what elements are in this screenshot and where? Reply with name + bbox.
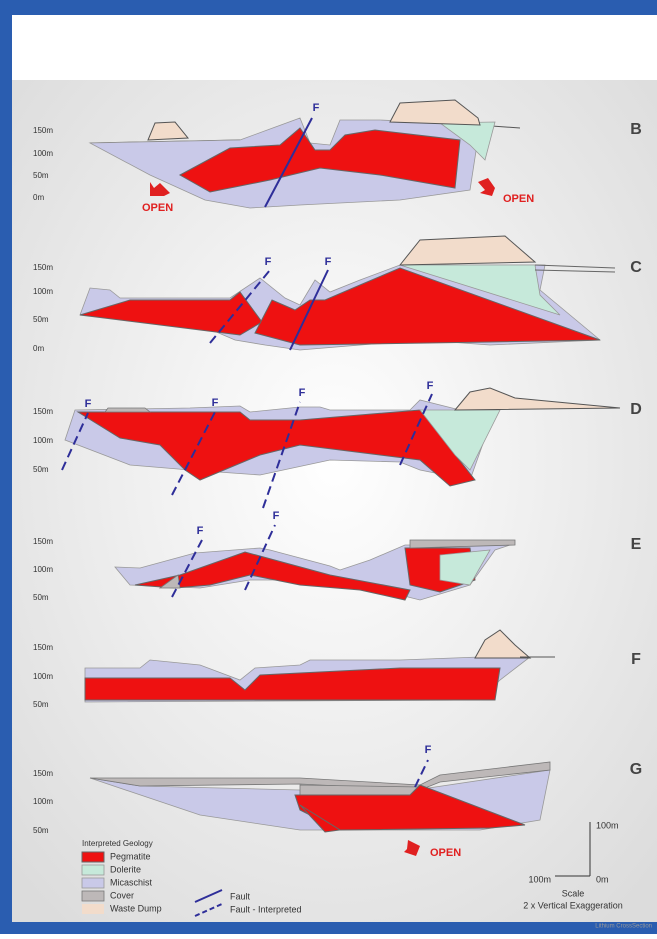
section-letter: F — [631, 651, 641, 668]
section-letter: E — [631, 536, 642, 553]
depth-label: 100m — [33, 565, 53, 574]
depth-label: 150m — [33, 643, 53, 652]
scale-label: 100m — [528, 874, 551, 884]
fault-label: F — [325, 256, 332, 268]
fault-label: F — [212, 397, 219, 409]
legend-fault: Fault — [230, 891, 251, 901]
fault-label: F — [313, 102, 320, 114]
depth-label: 50m — [33, 465, 49, 474]
legend-fault: Fault - Interpreted — [230, 904, 302, 914]
depth-label: 150m — [33, 537, 53, 546]
depth-label: 50m — [33, 315, 49, 324]
diagram: B 150m 100m 50m 0m F OPEN OPEN C 150m 100m 50m 0m F F D… — [0, 0, 657, 934]
legend-item: Pegmatite — [110, 851, 151, 861]
fault-label: F — [85, 398, 92, 410]
scale-note: 2 x Vertical Exaggeration — [523, 900, 623, 910]
depth-label: 150m — [33, 263, 53, 272]
fault-label: F — [299, 387, 306, 399]
depth-label: 100m — [33, 797, 53, 806]
legend-item: Waste Dump — [110, 903, 162, 913]
depth-label: 100m — [33, 149, 53, 158]
depth-label: 50m — [33, 593, 49, 602]
legend-title: Interpreted Geology — [82, 839, 153, 848]
depth-label: 150m — [33, 769, 53, 778]
page: B 150m 100m 50m 0m F OPEN OPEN C 150m 100m 50m 0m F F D… — [0, 0, 657, 934]
depth-label: 0m — [33, 344, 44, 353]
scale-label: 0m — [596, 874, 609, 884]
fault-label: F — [273, 510, 280, 522]
section-letter: B — [630, 121, 642, 138]
depth-label: 0m — [33, 193, 44, 202]
depth-label: 150m — [33, 126, 53, 135]
footer: Lithium CrossSection — [595, 924, 652, 930]
depth-label: 100m — [33, 672, 53, 681]
depth-label: 50m — [33, 171, 49, 180]
section-letter: C — [630, 259, 642, 276]
fault-label: F — [425, 744, 432, 756]
depth-label: 150m — [33, 407, 53, 416]
legend-item: Cover — [110, 890, 134, 900]
fault-label: F — [265, 256, 272, 268]
open-label: OPEN — [503, 193, 534, 205]
depth-label: 50m — [33, 700, 49, 709]
scale-label: 100m — [596, 820, 619, 830]
legend-item: Micaschist — [110, 877, 153, 887]
open-label: OPEN — [430, 847, 461, 859]
fault-label: F — [197, 525, 204, 537]
open-label: OPEN — [142, 202, 173, 214]
depth-label: 100m — [33, 287, 53, 296]
section-letter: G — [630, 761, 642, 778]
scale-title: Scale — [562, 888, 585, 898]
section-letter: D — [630, 401, 642, 418]
depth-label: 100m — [33, 436, 53, 445]
legend-item: Dolerite — [110, 864, 141, 874]
depth-label: 50m — [33, 826, 49, 835]
fault-label: F — [427, 380, 434, 392]
